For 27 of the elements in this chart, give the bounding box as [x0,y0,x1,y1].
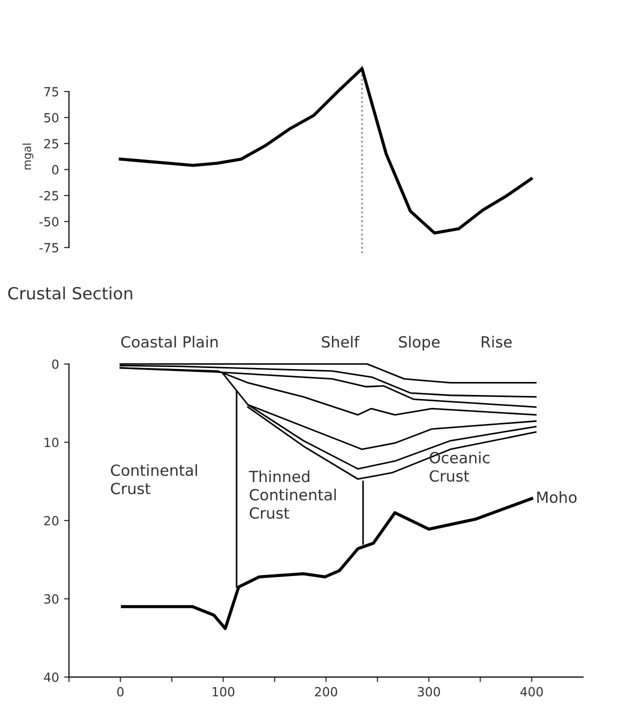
annotation: Thinned Continental Crust [248,470,336,519]
y-axis-title: mgal [22,144,34,170]
text: Shelf [322,336,360,348]
x-tick-label: 200 [315,686,338,696]
y-tick-label: 50 [44,112,58,122]
y-tick-label: 0 [52,164,58,174]
y-tick-label: -50 [39,216,58,226]
y-tick-label: 40 [44,672,58,682]
x-tick-label: 0 [117,686,124,696]
y-tick-label: 75 [44,87,58,96]
y-tick-label: 10 [44,438,58,448]
text: Rise [482,336,512,348]
y-tick-label: 30 [44,594,58,604]
y-tick-label: 0 [52,359,58,369]
annotation: Continental Crust [110,464,197,494]
x-tick-label: 100 [212,686,234,696]
y-tick-label: -25 [39,190,58,200]
text: Coastal Plain [121,336,218,348]
y-tick-label: 25 [44,138,58,148]
text: Slope [399,336,440,351]
y-tick-label: -75 [39,243,58,252]
chart-title: Crustal Section [8,286,132,300]
y-tick-label: 20 [44,516,58,526]
annotation: Moho [537,491,577,504]
x-tick-label: 300 [418,686,440,696]
annotation: Oceanic Crust [430,452,490,482]
x-tick-label: 400 [520,686,543,696]
